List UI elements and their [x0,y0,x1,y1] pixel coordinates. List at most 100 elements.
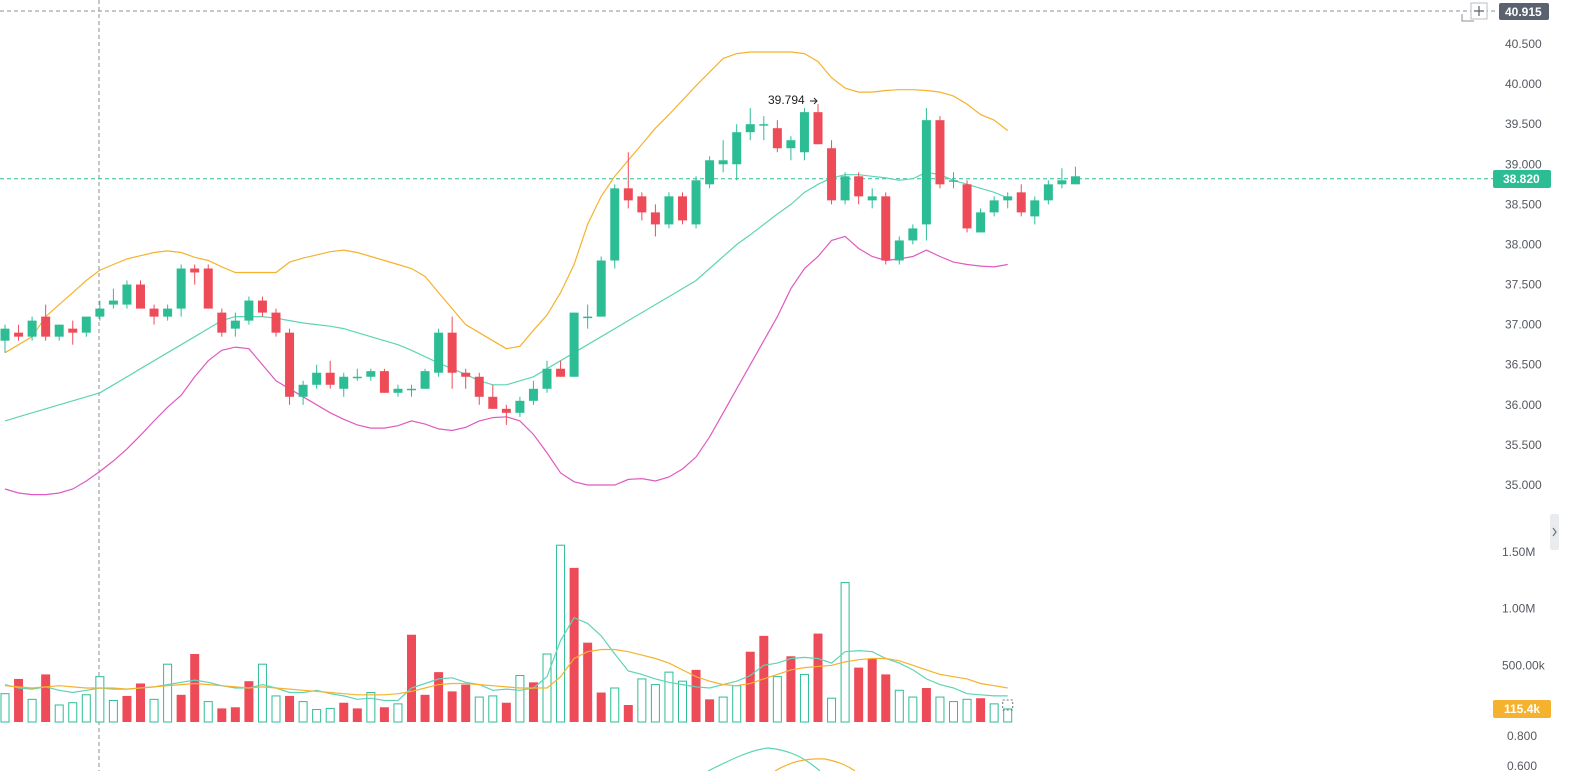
candle [230,312,240,337]
volume-bar [1003,708,1013,723]
volume-bar [0,693,10,723]
candle [881,192,891,265]
volume-bar [799,673,809,723]
current-price-tag: 38.820 [1493,170,1551,188]
volume-bar [678,680,687,723]
price-candles [0,104,1080,425]
candle [894,236,904,265]
volume-bars [0,544,1014,723]
candle [14,324,24,341]
volume-tick-label: 1.00M [1502,602,1535,616]
candle [488,384,498,409]
volume-bar [935,696,945,723]
current-volume-text: 115.4k [1504,702,1540,716]
candle [298,380,308,405]
volume-bar [447,691,457,722]
high-annotation: 39.794 [768,93,818,107]
candle [840,172,850,205]
candle-body [0,328,10,341]
candle [772,120,782,153]
candle [257,296,267,317]
price-tick-label: 35.500 [1505,438,1542,452]
candle [54,324,64,341]
candle [1030,196,1040,225]
corner-bracket-icon[interactable] [1461,14,1474,22]
oscillator-pane [707,747,856,771]
candle [867,188,877,209]
candle-body [732,132,742,165]
candle-body [285,332,295,397]
candle-body [298,384,308,397]
candle-body [447,332,457,373]
candle-body [379,371,389,393]
volume-bar [650,684,660,723]
candle-body [339,376,349,389]
volume-bar [271,695,281,723]
candle-body [637,196,647,213]
candle [190,264,200,285]
candle [908,224,918,245]
volume-bar [366,692,376,723]
volume-bar [393,703,403,723]
price-tick-label: 37.500 [1505,278,1542,292]
oscillator-tick-label: 0.800 [1507,729,1537,743]
header-value-tag: 40.915 [1461,2,1549,22]
candle-body [759,124,769,126]
volume-bar [623,705,633,722]
volume-bar [894,689,904,723]
volume-bar [203,701,213,723]
volume-bar [244,681,254,722]
volume-bar [718,696,728,723]
candle-body [854,176,864,197]
arrow-right-icon [810,97,818,105]
candle-body [434,332,444,373]
candle-body [623,188,633,201]
volume-bar [379,707,389,722]
candle-body [230,320,240,329]
volume-moving-averages [4,616,1008,702]
candle-body [718,160,728,165]
candle-body [95,308,105,317]
candle [366,368,376,381]
oscillator-line-slow [774,758,856,771]
candle-body [474,376,484,397]
candle-body [569,312,579,377]
candle [163,304,173,321]
volume-bar [908,696,918,723]
bollinger-upper-line [4,51,1009,354]
candle [542,360,552,393]
price-tick-label: 37.000 [1505,318,1542,332]
volume-bar [921,688,931,722]
volume-bar [976,698,986,722]
price-tick-label: 38.000 [1505,237,1542,251]
volume-bar [407,634,416,722]
candle [596,256,606,317]
plus-icon[interactable] [1474,6,1484,16]
candle-body [393,388,403,393]
pane-collapse-handle[interactable] [1550,514,1559,550]
candle [81,316,91,337]
volume-bar [230,707,240,722]
price-tick-label: 39.000 [1505,157,1542,171]
bollinger-lower-line [4,235,1008,496]
volume-bar [962,698,972,723]
candle [447,316,457,389]
candle-body [678,196,687,221]
candle [799,108,809,161]
candle-body [691,180,701,225]
candle [1016,184,1026,217]
candle [203,264,213,309]
volume-bar [434,672,444,722]
candle [962,180,972,233]
candle [122,280,132,309]
volume-bar [488,695,498,723]
candle [691,176,701,229]
candle-body [68,328,78,333]
volume-bar [149,698,159,723]
candle-body [149,308,159,317]
price-tick-label: 35.000 [1505,478,1542,492]
chevron-right-icon[interactable] [1552,527,1557,537]
volume-ma-fast-line [4,616,1008,702]
